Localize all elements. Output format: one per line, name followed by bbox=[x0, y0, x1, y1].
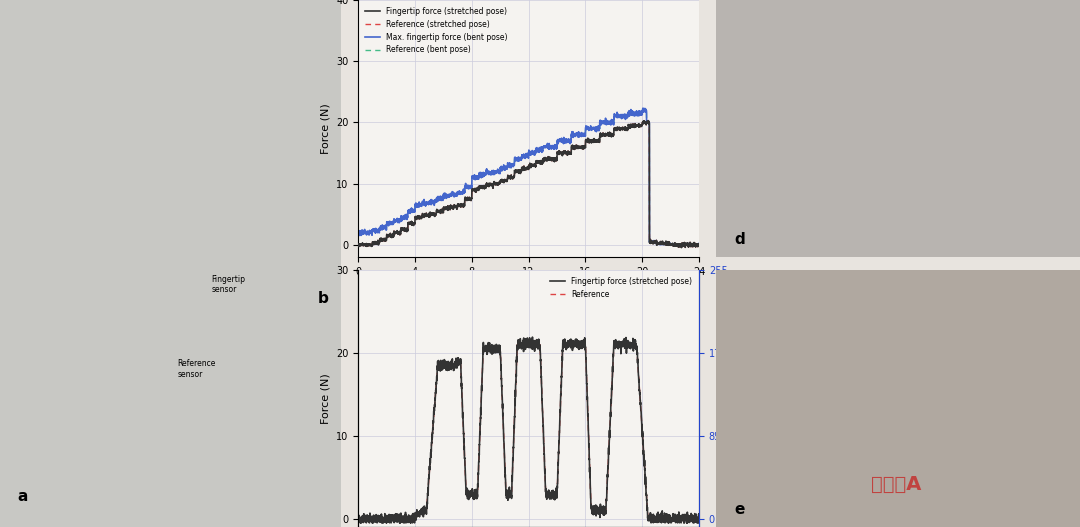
Reference bbox=[649, 515, 662, 522]
Y-axis label: Force (N): Force (N) bbox=[321, 103, 330, 154]
Reference (bent pose) bbox=[361, 229, 374, 236]
Fingertip force (stretched pose) bbox=[692, 520, 705, 526]
Max. fingertip force (bent pose) bbox=[654, 242, 667, 248]
Reference (stretched pose) bbox=[378, 236, 391, 242]
Max. fingertip force (bent pose) bbox=[361, 230, 374, 236]
Line: Reference (stretched pose): Reference (stretched pose) bbox=[359, 121, 699, 248]
Fingertip force (stretched pose) bbox=[361, 242, 374, 248]
Reference bbox=[391, 515, 404, 522]
Text: e: e bbox=[734, 502, 745, 517]
Fingertip force (stretched pose) bbox=[692, 241, 705, 248]
Fingertip force (stretched pose) bbox=[507, 174, 519, 181]
Max. fingertip force (bent pose) bbox=[378, 223, 391, 230]
Fingertip force (stretched pose) bbox=[675, 245, 688, 251]
Reference (bent pose) bbox=[389, 217, 402, 223]
Fingertip force (stretched pose) bbox=[526, 334, 539, 340]
Y-axis label: Force (N): Force (N) bbox=[321, 373, 330, 424]
Fingertip force (stretched pose) bbox=[352, 241, 365, 248]
Max. fingertip force (bent pose) bbox=[692, 240, 705, 247]
Reference bbox=[352, 515, 365, 522]
Fingertip force (stretched pose) bbox=[642, 118, 654, 124]
Text: Fingertip
sensor: Fingertip sensor bbox=[212, 275, 245, 294]
Reference (stretched pose) bbox=[507, 174, 519, 181]
Max. fingertip force (bent pose) bbox=[636, 105, 649, 111]
Fingertip force (stretched pose) bbox=[389, 230, 402, 236]
Line: Fingertip force (stretched pose): Fingertip force (stretched pose) bbox=[359, 121, 699, 248]
Line: Max. fingertip force (bent pose): Max. fingertip force (bent pose) bbox=[359, 108, 699, 245]
Fingertip force (stretched pose) bbox=[640, 119, 653, 125]
Fingertip force (stretched pose) bbox=[399, 225, 411, 231]
Reference (stretched pose) bbox=[640, 119, 653, 125]
Line: Fingertip force (stretched pose): Fingertip force (stretched pose) bbox=[359, 337, 699, 523]
Reference (bent pose) bbox=[664, 242, 677, 248]
Max. fingertip force (bent pose) bbox=[389, 219, 402, 225]
Max. fingertip force (bent pose) bbox=[640, 119, 653, 125]
Fingertip force (stretched pose) bbox=[483, 348, 496, 355]
X-axis label: Time (s): Time (s) bbox=[507, 282, 551, 292]
Reference (bent pose) bbox=[507, 162, 519, 169]
Text: b: b bbox=[318, 291, 328, 306]
Reference (bent pose) bbox=[692, 242, 705, 248]
Reference (bent pose) bbox=[378, 225, 391, 231]
Reference bbox=[686, 515, 699, 522]
Fingertip force (stretched pose) bbox=[649, 515, 662, 521]
Max. fingertip force (bent pose) bbox=[399, 216, 411, 222]
Reference bbox=[692, 515, 705, 522]
Fingertip force (stretched pose) bbox=[686, 516, 699, 522]
Text: d: d bbox=[734, 232, 745, 247]
Fingertip force (stretched pose) bbox=[378, 236, 391, 242]
Reference bbox=[410, 511, 423, 517]
Reference (bent pose) bbox=[636, 107, 649, 113]
Reference (stretched pose) bbox=[399, 225, 411, 231]
Text: 大媒体A: 大媒体A bbox=[872, 475, 921, 494]
Reference (stretched pose) bbox=[352, 241, 365, 248]
Reference (stretched pose) bbox=[692, 241, 705, 248]
Fingertip force (stretched pose) bbox=[354, 520, 367, 526]
Fingertip force (stretched pose) bbox=[352, 515, 365, 522]
Fingertip force (stretched pose) bbox=[391, 516, 404, 522]
Reference (stretched pose) bbox=[389, 230, 402, 236]
Legend: Fingertip force (stretched pose), Reference: Fingertip force (stretched pose), Refere… bbox=[546, 274, 696, 301]
Line: Reference: Reference bbox=[359, 345, 699, 519]
Reference (bent pose) bbox=[399, 214, 411, 220]
Line: Reference (bent pose): Reference (bent pose) bbox=[359, 110, 699, 245]
Max. fingertip force (bent pose) bbox=[507, 162, 519, 169]
Reference (bent pose) bbox=[640, 119, 653, 125]
Y-axis label: ΔCurrent (mA): ΔCurrent (mA) bbox=[733, 358, 743, 438]
Text: a: a bbox=[17, 489, 27, 504]
Reference bbox=[483, 346, 496, 352]
Reference bbox=[511, 341, 524, 348]
Reference bbox=[497, 434, 510, 440]
Legend: Fingertip force (stretched pose), Reference (stretched pose), Max. fingertip for: Fingertip force (stretched pose), Refere… bbox=[362, 4, 511, 57]
Fingertip force (stretched pose) bbox=[497, 438, 510, 444]
Reference (stretched pose) bbox=[675, 245, 688, 251]
Text: Reference
sensor: Reference sensor bbox=[177, 359, 216, 378]
Fingertip force (stretched pose) bbox=[411, 513, 424, 519]
Reference (stretched pose) bbox=[642, 118, 654, 124]
Reference (stretched pose) bbox=[361, 242, 374, 248]
Max. fingertip force (bent pose) bbox=[352, 230, 365, 236]
Reference (bent pose) bbox=[352, 229, 365, 236]
